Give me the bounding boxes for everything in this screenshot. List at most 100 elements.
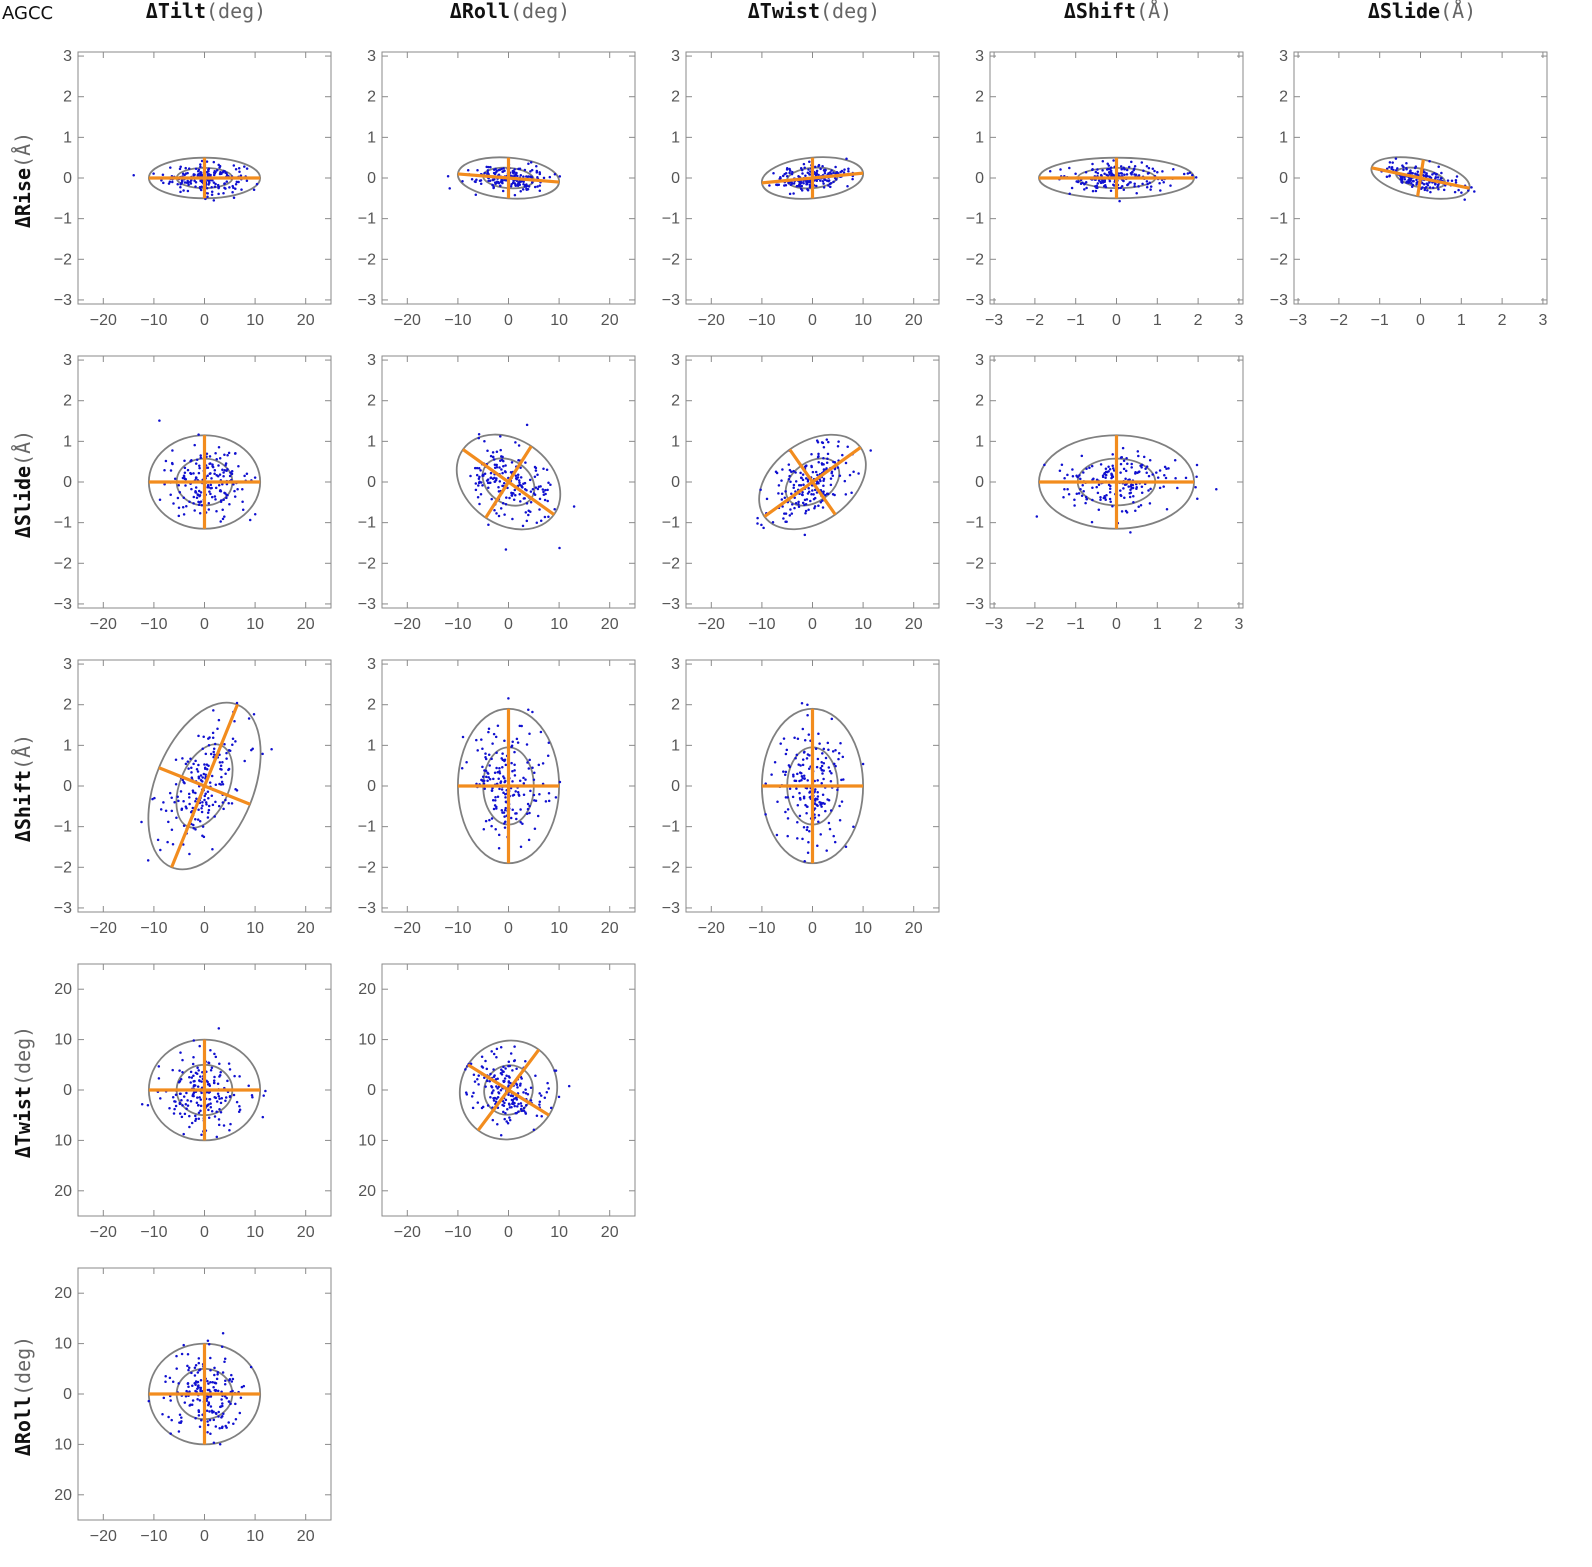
scatter-point — [477, 484, 480, 487]
scatter-point — [536, 175, 539, 179]
scatter-point — [841, 755, 845, 759]
scatter-point — [493, 463, 497, 467]
scatter-point — [547, 1087, 550, 1090]
scatter-point — [210, 193, 214, 197]
scatter-point — [824, 493, 827, 497]
scatter-point — [197, 1103, 200, 1107]
scatter-point — [803, 533, 807, 537]
scatter-point — [547, 799, 551, 803]
scatter-point — [844, 461, 848, 465]
scatter-point — [223, 453, 226, 456]
scatter-point — [493, 1074, 496, 1077]
scatter-point — [536, 473, 539, 477]
scatter-point — [514, 1111, 517, 1115]
scatter-point — [823, 802, 826, 806]
scatter-point — [1108, 490, 1112, 494]
scatter-point — [499, 435, 502, 438]
scatter-point — [217, 192, 220, 196]
scatter-point — [796, 837, 799, 840]
scatter-point — [1431, 173, 1434, 176]
scatter-point — [1423, 171, 1426, 174]
scatter-point — [816, 798, 819, 801]
scatter-point — [192, 1055, 195, 1059]
scatter-point — [515, 1082, 518, 1086]
scatter-point — [206, 1420, 209, 1423]
scatter-point — [192, 495, 196, 499]
x-tick-label: −2 — [1026, 616, 1044, 633]
scatter-point — [485, 479, 489, 482]
scatter-point — [185, 505, 188, 508]
y-tick-label: −2 — [966, 251, 984, 268]
scatter-point — [498, 184, 502, 188]
scatter-point — [808, 183, 812, 187]
scatter-point — [497, 169, 500, 172]
scatter-point — [503, 758, 507, 762]
scatter-point — [1119, 165, 1123, 168]
y-tick-label: 10 — [54, 1436, 72, 1453]
scatter-point — [521, 188, 525, 191]
x-tick-label: 10 — [246, 1224, 264, 1241]
scatter-point — [229, 1402, 232, 1405]
x-tick-label: −20 — [394, 312, 421, 329]
scatter-point — [182, 780, 185, 784]
scatter-point — [1457, 188, 1460, 192]
scatter-point — [1110, 174, 1114, 177]
minor-axis-line — [484, 445, 533, 519]
scatter-point — [484, 752, 487, 755]
scatter-point — [212, 1410, 215, 1413]
scatter-point — [477, 436, 481, 440]
scatter-point — [527, 509, 530, 512]
y-tick-label: 0 — [671, 778, 680, 795]
scatter-point — [1119, 471, 1122, 474]
scatter-point — [162, 801, 165, 804]
scatter-point — [469, 1062, 473, 1065]
scatter-point — [807, 733, 811, 736]
scatter-point — [525, 188, 529, 192]
scatter-point — [493, 771, 497, 775]
scatter-point — [206, 474, 209, 478]
scatter-point — [1195, 463, 1199, 467]
y-tick-label: 2 — [1279, 89, 1288, 106]
scatter-point — [238, 1105, 241, 1108]
row-header-twist: ΔTwist(deg) — [11, 1026, 35, 1158]
scatter-point — [538, 1100, 542, 1103]
y-tick-label: 0 — [975, 170, 984, 187]
scatter-point — [208, 781, 212, 784]
scatter-point — [806, 703, 809, 706]
y-tick-label: 20 — [54, 1285, 72, 1302]
scatter-point — [189, 810, 193, 814]
scatter-point — [796, 737, 800, 740]
scatter-point — [503, 815, 506, 818]
scatter-point — [250, 748, 253, 752]
scatter-point — [221, 1402, 224, 1405]
scatter-point — [205, 1409, 209, 1412]
x-tick-label: 10 — [246, 312, 264, 329]
scatter-point — [207, 502, 211, 505]
scatter-point — [533, 827, 537, 831]
scatter-point — [520, 724, 523, 728]
scatter-point — [830, 771, 833, 775]
column-header-twist-name: ΔTwist — [748, 0, 820, 23]
scatter-point — [211, 1381, 214, 1384]
scatter-point — [169, 166, 172, 169]
y-tick-label: 0 — [63, 474, 72, 491]
y-tick-label: −3 — [966, 292, 984, 309]
scatter-point — [243, 759, 246, 763]
scatter-point — [473, 1080, 477, 1083]
scatter-point — [797, 500, 800, 504]
scatter-point — [227, 1062, 231, 1065]
scatter-point — [790, 492, 793, 495]
scatter-point — [1401, 176, 1404, 180]
scatter-point — [822, 186, 826, 189]
scatter-point — [1402, 165, 1405, 169]
scatter-point — [492, 777, 495, 781]
scatter-point — [558, 780, 562, 784]
scatter-point — [178, 167, 182, 171]
scatter-point — [803, 503, 806, 507]
scatter-point — [1133, 164, 1137, 168]
scatter-point — [208, 490, 211, 493]
scatter-point — [800, 702, 804, 705]
scatter-point — [521, 524, 525, 528]
